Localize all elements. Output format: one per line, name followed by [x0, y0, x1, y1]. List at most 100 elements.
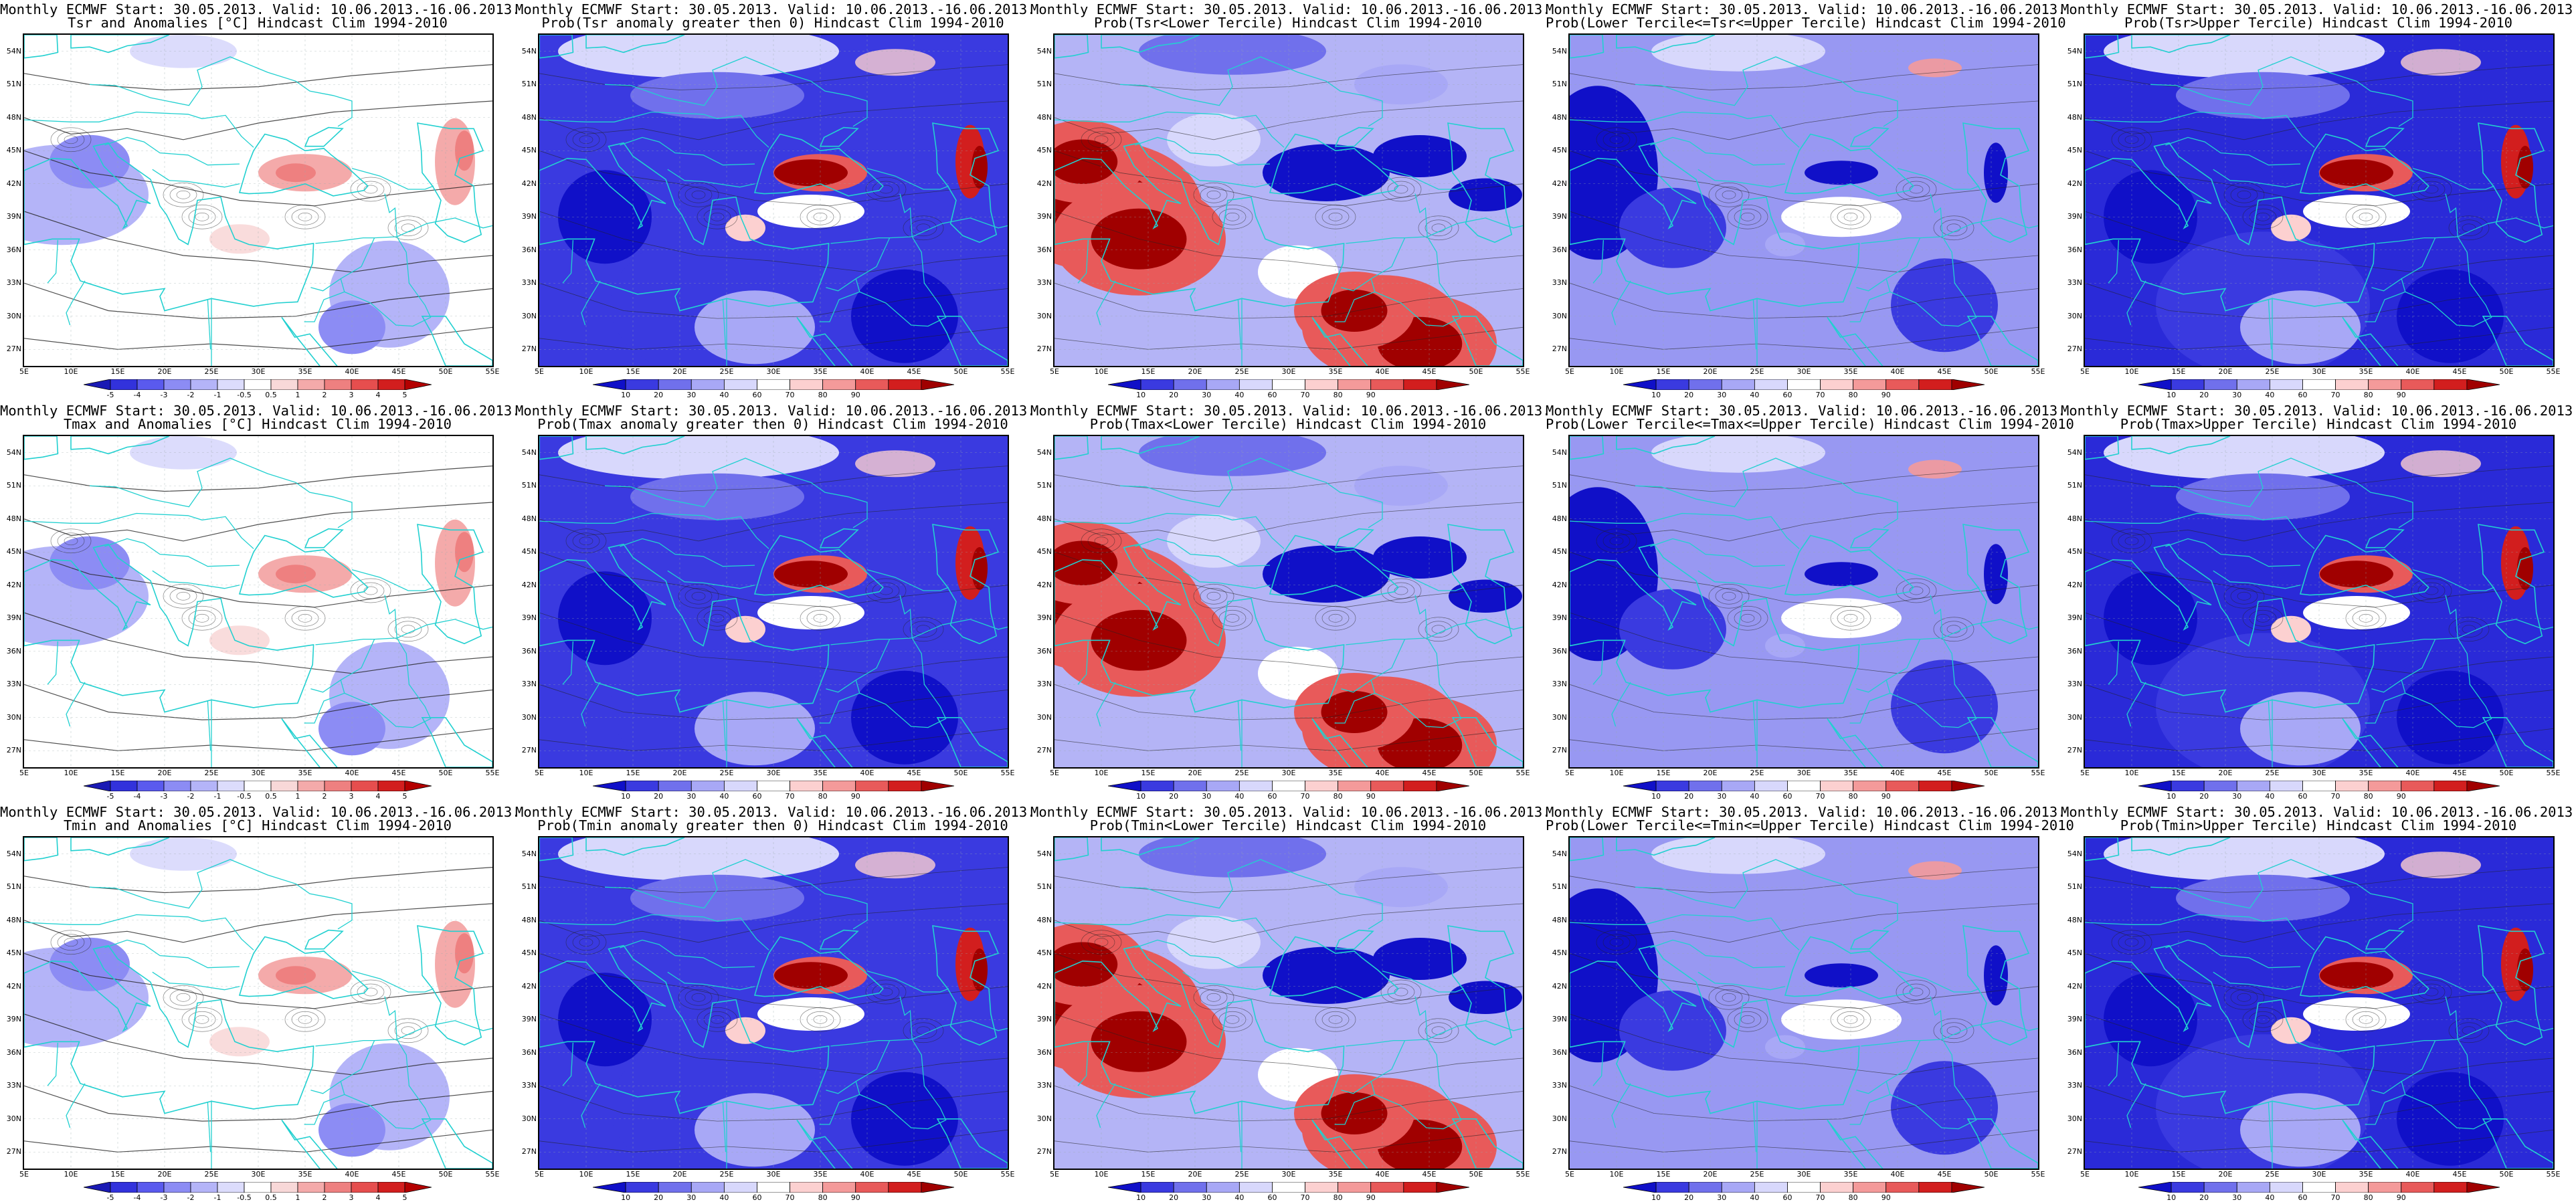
colorbar-segment: [1403, 1182, 1437, 1193]
panel-title-variable: Tsr and Anomalies [°C] Hindcast Clim 199…: [68, 15, 448, 31]
latitude-label: 48N: [6, 915, 21, 924]
colorbar-segment: [921, 781, 954, 791]
longitude-label: 5E: [1050, 367, 1059, 376]
latitude-label: 30N: [521, 1114, 537, 1123]
map-frame: [2084, 33, 2555, 367]
colorbar-segment: [2466, 781, 2500, 791]
latitude-label: 36N: [2067, 245, 2082, 254]
colorbar-segment: [1140, 781, 1174, 791]
latitude-label: 45N: [6, 146, 21, 155]
colorbar-label: 20: [1684, 1193, 1694, 1202]
latitude-label: 45N: [1036, 547, 1052, 557]
colorbar-label: 60: [1782, 792, 1792, 801]
colorbar-segment: [855, 781, 889, 791]
latitude-label: 30N: [1552, 1114, 1567, 1123]
colorbar-segment: [1403, 379, 1437, 390]
latitude-label: 48N: [6, 514, 21, 523]
colorbar-segment: [2138, 1182, 2172, 1193]
colorbar-label: 60: [1267, 792, 1277, 801]
colorbar-label: 1: [295, 1193, 300, 1202]
colorbar-segment: [190, 379, 218, 390]
latitude-label: 33N: [521, 1081, 537, 1090]
latitude-label: 51N: [6, 80, 21, 89]
latitude-label: 30N: [521, 712, 537, 722]
longitude-label: 30E: [1797, 769, 1811, 777]
colorbar-label: 3: [349, 1193, 354, 1202]
longitude-label: 55E: [2031, 367, 2045, 376]
longitude-label: 15E: [1141, 1170, 1156, 1179]
longitude-label: 40E: [860, 769, 875, 777]
colorbar-label: 30: [1202, 792, 1212, 801]
longitude-label: 50E: [438, 367, 453, 376]
longitude-label: 5E: [535, 367, 544, 376]
longitude-label: 30E: [2312, 1170, 2326, 1179]
longitude-label: 40E: [345, 367, 359, 376]
latitude-label: 48N: [521, 112, 537, 122]
colorbar-label: 10: [1136, 391, 1146, 399]
forecast-map: [24, 837, 492, 1169]
colorbar-segment: [593, 781, 626, 791]
colorbar-label: 10: [621, 1193, 631, 1202]
latitude-label: 48N: [1036, 112, 1052, 122]
colorbar-label: 60: [1267, 391, 1277, 399]
longitude-label: 10E: [1094, 367, 1109, 376]
longitude-label: 30E: [1281, 769, 1296, 777]
longitude-label: 15E: [1656, 1170, 1671, 1179]
latitude-label: 39N: [1552, 1015, 1567, 1024]
colorbar-label: 60: [1267, 1193, 1277, 1202]
colorbar-label: 70: [1815, 792, 1825, 801]
colorbar-label: -2: [187, 391, 195, 399]
colorbar-segment: [2433, 1182, 2468, 1193]
latitude-label: 30N: [1552, 311, 1567, 320]
forecast-map: [1570, 436, 2038, 767]
latitude-label: 48N: [1552, 514, 1567, 523]
longitude-label: 40E: [2405, 1170, 2420, 1179]
longitude-label: 5E: [1050, 769, 1059, 777]
longitude-label: 15E: [1141, 769, 1156, 777]
colorbar-label: 90: [1881, 1193, 1891, 1202]
longitude-label: 50E: [1984, 367, 1999, 376]
longitude-label: 45E: [1422, 367, 1437, 376]
forecast-map: [2085, 837, 2553, 1169]
colorbar-segment: [351, 379, 379, 390]
longitude-label: 25E: [719, 769, 734, 777]
forecast-map: [539, 837, 1008, 1169]
latitude-label: 48N: [1036, 514, 1052, 523]
colorbar-label: 80: [2363, 1193, 2373, 1202]
latitude-label: 45N: [1552, 146, 1567, 155]
colorbar-segment: [2401, 379, 2435, 390]
longitude-label: 30E: [766, 769, 781, 777]
latitude-label: 45N: [1036, 948, 1052, 958]
latitude-label: 54N: [6, 46, 21, 56]
colorbar-segment: [2466, 379, 2500, 390]
longitude-label: 10E: [1094, 769, 1109, 777]
colorbar-segment: [297, 781, 325, 791]
longitude-label: 45E: [391, 367, 406, 376]
colorbar-segment: [723, 781, 757, 791]
latitude-label: 42N: [1552, 580, 1567, 589]
map-panel: Monthly ECMWF Start: 30.05.2013. Valid: …: [2061, 401, 2576, 803]
colorbar-segment: [1238, 781, 1273, 791]
longitude-label: 50E: [953, 1170, 968, 1179]
colorbar-segment: [163, 781, 191, 791]
colorbar-segment: [351, 781, 379, 791]
colorbar-label: -5: [106, 792, 114, 801]
longitude-label: 40E: [860, 1170, 875, 1179]
colorbar-segment: [1436, 1182, 1469, 1193]
longitude-label: 55E: [1515, 367, 1530, 376]
colorbar-label: 30: [686, 391, 697, 399]
colorbar-label: 40: [2265, 792, 2275, 801]
colorbar-label: 20: [1684, 792, 1694, 801]
map-frame: [1568, 33, 2039, 367]
colorbar-label: 70: [1300, 1193, 1310, 1202]
colorbar-segment: [1338, 781, 1372, 791]
latitude-label: 27N: [2067, 746, 2082, 755]
colorbar-label: 10: [2167, 1193, 2177, 1202]
colorbar-segment: [2269, 781, 2303, 791]
longitude-label: 55E: [485, 367, 500, 376]
longitude-label: 25E: [1750, 367, 1764, 376]
colorbar-segment: [1238, 1182, 1273, 1193]
colorbar-segment: [1108, 1182, 1141, 1193]
longitude-label: 10E: [1609, 1170, 1624, 1179]
longitude-label: 50E: [1984, 1170, 1999, 1179]
